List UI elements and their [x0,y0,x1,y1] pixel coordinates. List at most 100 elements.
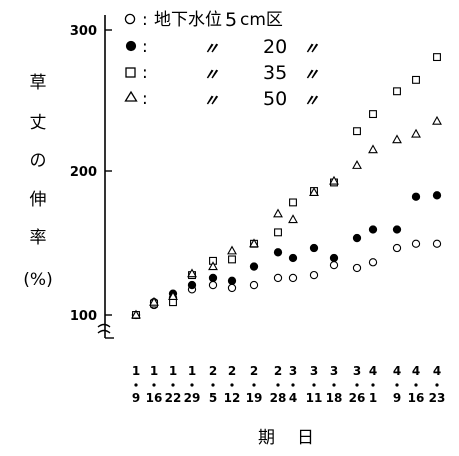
legend-number-35: 35 [263,62,287,84]
x-tick-1-29: 1 29 [184,364,201,405]
legend-ditto-unit-35: 〃 [303,65,319,84]
point-20-7 [249,262,259,271]
x-tick-dot-3 [171,383,175,387]
point-50-8 [273,208,283,218]
x-tick-dot-14 [395,383,399,387]
x-tick-day-10: 11 [306,391,323,405]
x-tick-month-8: 2 [274,364,282,378]
x-tick-month-11: 3 [330,364,338,378]
point-35-8 [274,228,282,237]
x-tick-month-12: 3 [353,364,361,378]
x-tick-2-12: 2 12 [224,364,241,405]
point-5cm-9 [288,273,298,283]
x-tick-3-18: 3 18 [326,364,343,405]
x-tick-dot-11 [332,383,336,387]
point-35-6 [228,255,236,264]
x-tick-day-13: 1 [369,391,377,405]
point-5cm-12 [352,263,362,273]
x-tick-dot-6 [230,383,234,387]
legend-marker-5cm [124,13,136,25]
data-points [131,53,442,320]
x-tick-day-2: 16 [146,391,163,405]
x-tick-day-5: 5 [209,391,217,405]
legend: : 地下水位 5 cm区 : 〃 20 〃 : 〃 35 〃 : 〃 50 〃 [124,9,319,110]
x-tick-2-19: 2 19 [246,364,263,405]
legend-number-20: 20 [263,36,287,58]
x-tick-month-15: 4 [412,364,420,378]
y-axis-label-char-2: 丈 [30,113,47,133]
point-20-9 [288,253,298,263]
legend-colon-2: : [142,37,148,57]
x-tick-month-5: 2 [209,364,217,378]
legend-ditto-number-20: 〃 [203,39,219,58]
legend-marker-20 [125,40,137,52]
point-20-12 [352,233,362,243]
x-tick-day-12: 26 [349,391,366,405]
point-50-7 [249,238,259,248]
point-5cm-16 [432,239,442,248]
legend-marker-35 [125,67,136,78]
point-50-2 [149,296,159,306]
x-tick-4-1: 41 [369,364,377,405]
x-tick-day-16: 23 [429,391,446,405]
y-tick-label-100: 100 [70,309,97,324]
point-20-10 [309,243,319,253]
point-50-10 [309,187,319,196]
point-50-1 [131,309,141,319]
point-20-14 [392,225,402,234]
x-tick-month-14: 4 [393,364,401,378]
point-35-9 [289,198,297,207]
point-50-12 [352,160,362,169]
x-tick-day-15: 16 [408,391,425,405]
legend-number-5cm: 5 [225,9,237,31]
x-tick-day-7: 19 [246,391,263,405]
legend-number-50: 50 [263,88,287,110]
legend-ditto-unit-20: 〃 [303,39,319,58]
point-50-5 [208,261,218,271]
point-5cm-15 [411,239,421,248]
point-35-16 [433,53,441,62]
x-tick-month-9: 3 [289,364,297,378]
point-20-16 [432,191,442,200]
point-35-13 [369,110,377,119]
x-tick-month-7: 2 [250,364,258,378]
legend-colon-1: : [142,10,148,30]
point-5cm-14 [392,243,402,253]
point-5cm-7 [249,280,259,290]
x-tick-dot-2 [152,383,156,387]
point-5cm-13 [368,258,378,267]
x-tick-labels: 1911612212925212219228343113183264149416… [132,364,446,405]
x-tick-month-10: 3 [310,364,318,378]
x-tick-dot-4 [190,383,194,387]
point-20-15 [411,192,421,201]
point-20-6 [227,276,237,285]
x-tick-month-6: 2 [228,364,236,378]
x-tick-1-16: 1 16 [146,364,163,405]
x-tick-month-1: 1 [132,364,140,378]
x-tick-dot-9 [291,383,295,387]
legend-ditto-number-50: 〃 [203,91,219,110]
x-tick-dot-7 [252,383,256,387]
x-tick-day-4: 29 [184,391,201,405]
y-axis-label-char-1: 草 [30,73,47,93]
legend-label-suffix-5cm: cm区 [240,10,283,30]
x-axis-label: 期日 [258,428,336,448]
point-50-6 [227,245,237,255]
y-tick-label-300: 300 [70,24,97,39]
y-axis-break-mark [97,323,111,334]
x-tick-4-23: 4 23 [429,364,446,405]
x-tick-dot-15 [414,383,418,387]
x-tick-dot-1 [134,383,138,387]
point-35-15 [412,75,420,84]
x-tick-2-5: 25 [209,364,217,405]
y-tick-label-200: 200 [70,165,97,180]
point-20-11 [329,253,339,263]
legend-ditto-number-35: 〃 [203,65,219,84]
x-tick-dot-5 [211,383,215,387]
point-20-8 [273,248,283,257]
x-tick-1-9: 19 [132,364,140,405]
x-tick-day-11: 18 [326,391,343,405]
y-axis-label-char-4: 伸 [30,190,47,210]
y-axis-label-char-3: の [30,151,47,171]
